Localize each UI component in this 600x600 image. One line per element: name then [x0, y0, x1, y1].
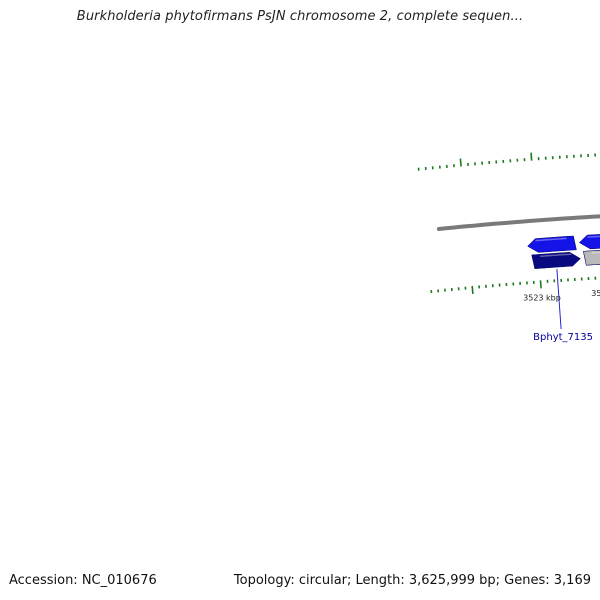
gene-label-leaders — [556, 269, 562, 330]
gene-leader-line — [556, 269, 562, 330]
scale-labels: 3523 kbp3524 kbp3525 kbp3526 kbp3527 kbp… — [523, 289, 600, 302]
major-tick — [539, 280, 542, 289]
major-tick — [459, 158, 462, 167]
gene-labels: Bphyt_7135Bphyt_7136Bphyt_7137Bphyt_7138… — [533, 332, 593, 343]
gene-highlight — [540, 253, 572, 258]
scale-label: 3524 kbp — [591, 289, 600, 298]
chromosome-backbone — [436, 214, 600, 231]
gene-label[interactable]: Bphyt_7135 — [533, 332, 593, 343]
gene-arrow[interactable] — [578, 231, 600, 250]
gene-arrow[interactable] — [583, 247, 600, 266]
map-title: Burkholderia phytofirmans PsJN chromosom… — [76, 9, 524, 24]
accession-text: Accession: NC_010676 — [9, 573, 157, 588]
gene-highlight — [535, 237, 567, 242]
major-tick — [471, 285, 474, 295]
outer-tick-track — [417, 152, 596, 171]
genome-summary-text: Topology: circular; Length: 3,625,999 bp… — [233, 573, 591, 588]
gene-track — [527, 231, 600, 269]
major-tick — [530, 152, 533, 161]
inner-tick-track — [430, 276, 597, 295]
gene-arrow[interactable] — [527, 235, 577, 253]
scale-label: 3523 kbp — [523, 293, 561, 302]
gene-arrow[interactable] — [531, 251, 581, 269]
